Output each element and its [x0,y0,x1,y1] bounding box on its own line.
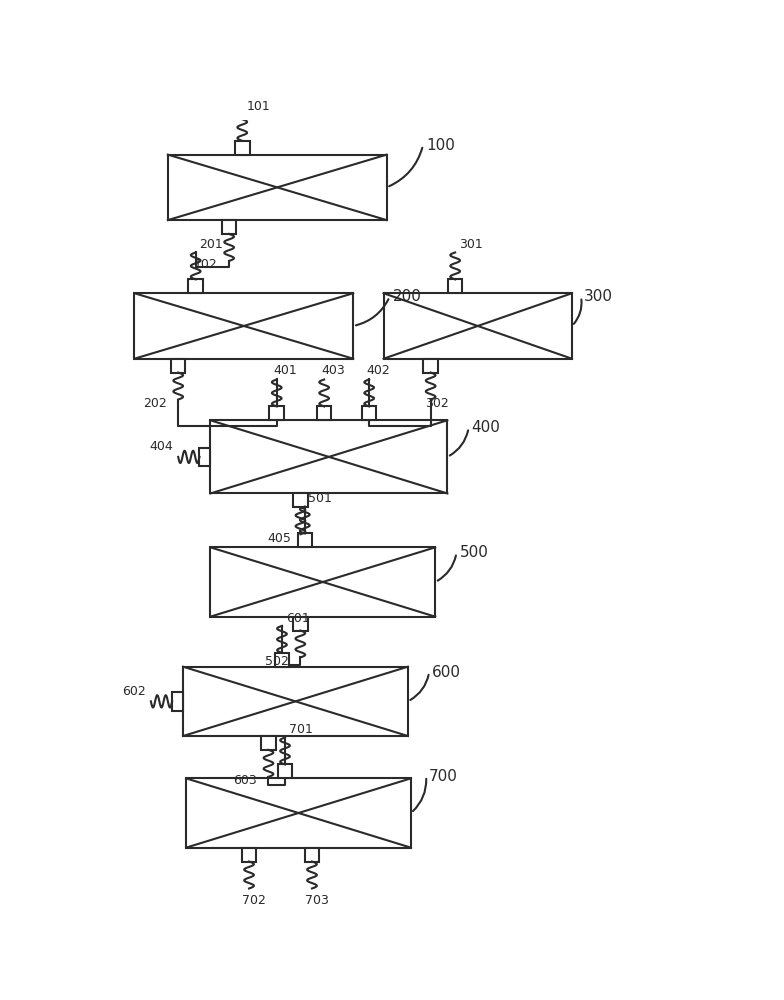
Text: 601: 601 [285,612,310,625]
Text: 200: 200 [393,289,422,304]
Text: 502: 502 [265,655,289,668]
Text: 201: 201 [199,238,223,251]
Text: 700: 700 [429,769,458,784]
Bar [241,848,256,862]
Text: 501: 501 [308,492,332,505]
Text: 702: 702 [241,894,266,907]
Bar [171,359,186,373]
Bar [305,848,319,862]
Bar [183,667,408,736]
Text: 301: 301 [459,238,482,251]
Bar [186,778,411,848]
Text: 402: 402 [366,364,390,377]
Text: 100: 100 [426,138,455,153]
Bar [362,406,376,420]
Bar [317,406,332,420]
Text: 404: 404 [149,440,172,453]
Text: 602: 602 [122,685,146,698]
Text: 603: 603 [234,774,257,787]
Bar [168,155,387,220]
Text: 500: 500 [459,545,488,560]
Text: 405: 405 [267,532,291,545]
Bar [188,279,203,293]
Bar [210,547,435,617]
Bar [235,141,249,155]
Bar [293,617,307,631]
Bar [448,279,463,293]
Bar [261,736,276,750]
Bar [199,448,210,466]
Text: 400: 400 [472,420,500,435]
Text: 101: 101 [247,100,270,113]
Bar [383,293,572,359]
Bar [278,764,292,778]
Bar [270,406,284,420]
Text: 401: 401 [274,364,297,377]
Text: 202: 202 [143,397,167,410]
Bar [172,692,183,711]
Bar [293,493,308,507]
Text: 302: 302 [425,397,448,410]
Text: 403: 403 [321,364,345,377]
Bar [298,533,312,547]
Bar [210,420,448,493]
Bar [222,220,237,234]
Text: 600: 600 [432,665,461,680]
Text: 102: 102 [194,258,218,271]
Text: 300: 300 [584,289,613,304]
Bar [274,653,289,667]
Bar [423,359,438,373]
Text: 701: 701 [289,723,313,736]
Text: 703: 703 [305,894,328,907]
Bar [135,293,353,359]
